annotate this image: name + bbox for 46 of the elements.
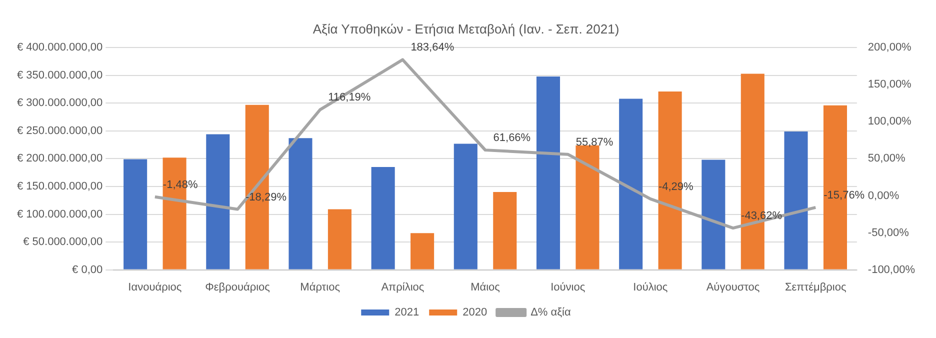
y2-tick-label: -100,00% xyxy=(868,264,916,276)
y-tick-label: € 0,00 xyxy=(72,264,103,276)
legend-label: 2020 xyxy=(462,306,488,319)
y2-tick-label: 50,00% xyxy=(868,152,906,165)
y2-tick-label: 150,00% xyxy=(868,78,912,91)
bar xyxy=(576,145,600,270)
y2-tick-label: 200,00% xyxy=(868,42,912,54)
bar xyxy=(493,192,517,270)
bar xyxy=(410,233,434,270)
bar xyxy=(454,144,478,270)
x-tick-label: Αύγουστος xyxy=(706,281,760,294)
bar xyxy=(619,98,643,270)
data-label: 61,66% xyxy=(493,132,531,144)
bar xyxy=(124,159,148,270)
x-tick-label: Μάρτιος xyxy=(300,281,340,294)
y-tick-label: € 200.000.000,00 xyxy=(16,152,103,165)
x-tick-label: Ιούλιος xyxy=(633,281,668,294)
bar xyxy=(328,209,352,270)
y2-tick-label: 0,00% xyxy=(868,190,900,202)
x-tick-label: Ιανουάριος xyxy=(128,281,182,294)
y-tick-label: € 150.000.000,00 xyxy=(16,180,103,193)
bar xyxy=(206,134,230,270)
legend-label: 2021 xyxy=(394,306,420,319)
legend-label: Δ% αξία xyxy=(530,306,572,319)
chart-title: Αξία Υποθηκών - Ετήσια Μεταβολή (Ιαν. - Σεπ. 2021) xyxy=(312,21,620,36)
y-tick-label: € 400.000.000,00 xyxy=(16,42,103,54)
bar xyxy=(288,138,312,270)
x-tick-label: Σεπτέμβριος xyxy=(784,281,846,294)
data-label: 116,19% xyxy=(328,92,371,104)
y2-tick-label: -50,00% xyxy=(868,226,910,239)
y-tick-label: € 100.000.000,00 xyxy=(16,208,103,220)
y-tick-label: € 350.000.000,00 xyxy=(16,69,103,82)
y2-tick-label: 100,00% xyxy=(868,116,912,128)
y-tick-label: € 300.000.000,00 xyxy=(16,97,103,110)
bar xyxy=(536,76,560,270)
bar xyxy=(702,160,726,270)
x-tick-label: Ιούνιος xyxy=(550,281,586,294)
y-tick-label: € 50.000.000,00 xyxy=(23,236,103,248)
x-tick-label: Απρίλιος xyxy=(381,281,424,294)
x-tick-label: Μάιος xyxy=(470,281,500,294)
x-tick-label: Φεβρουάριος xyxy=(205,281,270,294)
bar xyxy=(784,131,808,270)
data-label: 55,87% xyxy=(576,136,614,148)
y-tick-label: € 250.000.000,00 xyxy=(16,124,103,137)
data-label: 183,64% xyxy=(410,42,454,54)
bar xyxy=(371,167,395,270)
